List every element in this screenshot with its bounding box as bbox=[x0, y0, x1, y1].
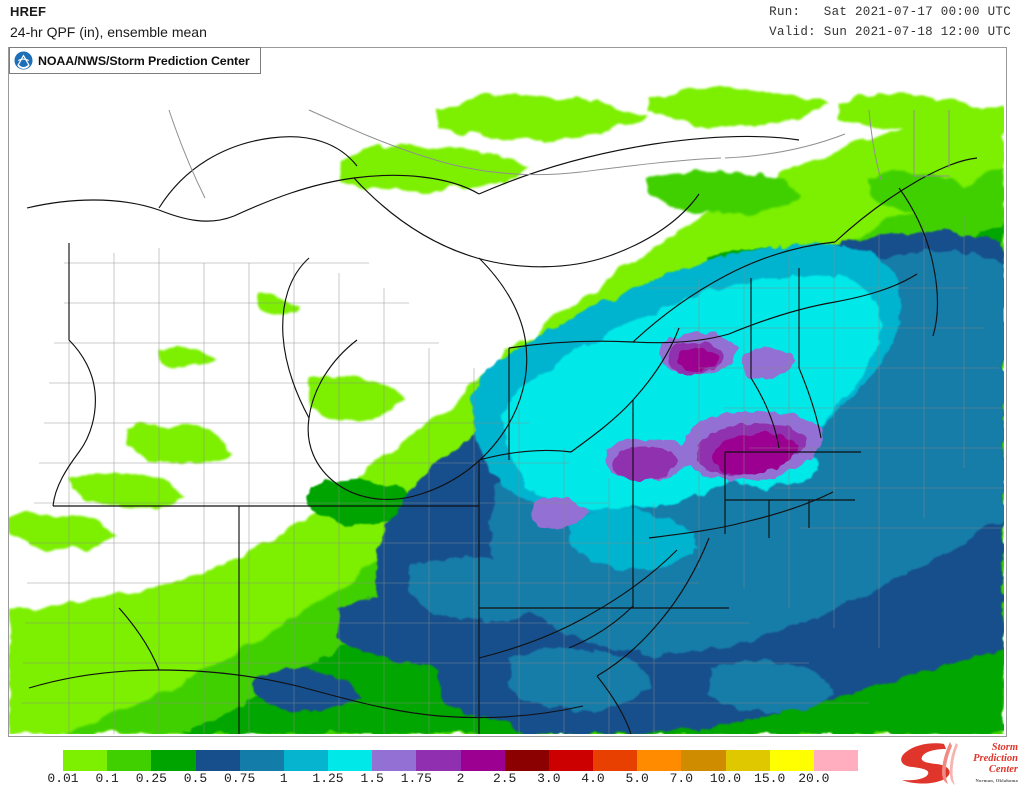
colorbar-swatch bbox=[813, 750, 859, 771]
colorbar-tick-label: 0.75 bbox=[224, 771, 256, 786]
qpf-map[interactable] bbox=[8, 47, 1007, 737]
colorbar-tick-label: 7.0 bbox=[669, 771, 694, 786]
colorbar-swatch bbox=[769, 750, 814, 771]
colorbar-swatch bbox=[504, 750, 549, 771]
colorbar-swatch bbox=[283, 750, 329, 771]
colorbar-swatch bbox=[328, 750, 373, 771]
colorbar-swatch bbox=[239, 750, 284, 771]
lake-and-border-outlines bbox=[168, 109, 950, 199]
spc-logo-line3: Center bbox=[988, 764, 1018, 775]
colorbar-swatch bbox=[107, 750, 152, 771]
colorbar-tick-label: 1 bbox=[279, 771, 288, 786]
colorbar-tick-label: 10.0 bbox=[709, 771, 742, 786]
spc-logo-line1: Storm bbox=[991, 742, 1018, 753]
spc-logo: Storm Prediction Center Norman, Oklahoma bbox=[896, 740, 1018, 788]
qpf-colorbar-ticks: 0.01 0.1 0.25 0.5 0.75 1 1.25 1.5 1.75 2 2.5 3.0 4.0… bbox=[0, 771, 1023, 791]
colorbar-tick-label: 4.0 bbox=[581, 771, 605, 786]
colorbar-tick-label: 5.0 bbox=[625, 771, 649, 786]
noaa-seal-icon bbox=[14, 51, 33, 70]
colorbar-tick-label: 1.5 bbox=[360, 771, 384, 786]
colorbar-swatch bbox=[195, 750, 240, 771]
colorbar-tick-label: 2 bbox=[456, 771, 465, 786]
colorbar-swatch bbox=[593, 750, 638, 771]
qpf-colorbar bbox=[63, 750, 859, 771]
colorbar-swatch bbox=[372, 750, 417, 771]
colorbar-tick-label: 1.25 bbox=[312, 771, 344, 786]
colorbar-tick-label: 0.1 bbox=[95, 771, 119, 786]
colorbar-tick-label: 2.5 bbox=[492, 771, 517, 786]
field-title: 24-hr QPF (in), ensemble mean bbox=[10, 24, 207, 40]
colorbar-tick-label: 1.75 bbox=[400, 771, 432, 786]
colorbar-swatch bbox=[548, 750, 594, 771]
colorbar-tick-label: 20.0 bbox=[798, 771, 830, 786]
spc-swoosh-icon bbox=[901, 742, 958, 785]
colorbar-swatch bbox=[63, 750, 108, 771]
state-boundaries bbox=[26, 135, 978, 734]
colorbar-swatch bbox=[151, 750, 196, 771]
colorbar-tick-label: 0.01 bbox=[47, 771, 79, 786]
colorbar-tick-label: 0.25 bbox=[135, 771, 167, 786]
colorbar-tick-label: 3.0 bbox=[537, 771, 561, 786]
noaa-attribution-badge: NOAA/NWS/Storm Prediction Center bbox=[9, 47, 261, 74]
run-timestamp: Run: Sat 2021-07-17 00:00 UTC bbox=[769, 5, 1011, 19]
noaa-badge-label: NOAA/NWS/Storm Prediction Center bbox=[38, 53, 250, 68]
spc-logo-line4: Norman, Oklahoma bbox=[975, 778, 1018, 783]
qpf-band-1.25 bbox=[503, 274, 881, 511]
colorbar-swatch bbox=[681, 750, 726, 771]
colorbar-tick-label: 15.0 bbox=[754, 771, 786, 786]
colorbar-swatch bbox=[416, 750, 461, 771]
colorbar-tick-label: 0.5 bbox=[183, 771, 208, 786]
qpf-colorbar-swatches bbox=[63, 750, 859, 771]
header-bar: HREF 24-hr QPF (in), ensemble mean Run: … bbox=[0, 0, 1023, 46]
qpf-band-2.0 bbox=[713, 433, 799, 476]
qpf-map-canvas bbox=[9, 48, 1004, 734]
colorbar-swatch bbox=[725, 750, 770, 771]
colorbar-swatch bbox=[637, 750, 682, 771]
colorbar-swatch bbox=[460, 750, 505, 771]
county-boundaries bbox=[21, 216, 1004, 734]
model-title: HREF bbox=[10, 4, 47, 19]
spc-logo-line2: Prediction bbox=[973, 753, 1018, 764]
valid-timestamp: Valid: Sun 2021-07-18 12:00 UTC bbox=[769, 25, 1011, 39]
